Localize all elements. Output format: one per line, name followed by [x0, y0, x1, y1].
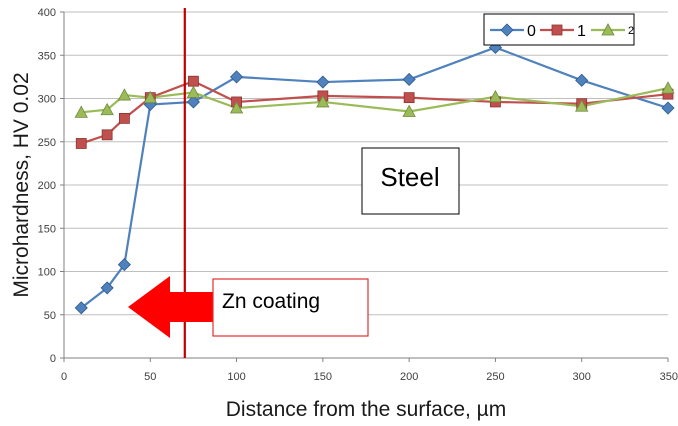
- data-point-1: [119, 112, 130, 124]
- data-point-2: [117, 88, 132, 101]
- legend-marker-2: [601, 23, 615, 36]
- annotations: Steel Zn coating: [128, 8, 460, 358]
- data-point-2: [402, 104, 416, 117]
- legend-marker-0: [500, 23, 514, 37]
- x-tick-label: 200: [400, 371, 418, 383]
- y-tick-label: 250: [38, 137, 56, 149]
- data-point-2: [186, 85, 201, 98]
- data-point-0: [186, 95, 200, 109]
- y-tick-label: 50: [44, 310, 56, 322]
- data-point-1: [403, 92, 415, 104]
- x-tick-label: 50: [144, 371, 156, 383]
- data-point-2: [143, 90, 157, 104]
- x-tick-label: 300: [573, 371, 591, 383]
- series-lines: [74, 40, 675, 315]
- data-point-2: [229, 101, 244, 114]
- x-tick-label: 150: [314, 371, 332, 383]
- steel-label: Steel: [380, 162, 439, 192]
- data-point-2: [74, 105, 88, 118]
- legend-label-1: 1: [577, 23, 586, 40]
- data-point-2: [575, 99, 589, 112]
- coating-arrow: [128, 276, 222, 338]
- y-tick-labels: 0 50 100 150 200 250 300 350 400: [38, 7, 56, 365]
- legend: 0 1 2: [483, 13, 635, 46]
- coating-label-box: [212, 278, 369, 337]
- series-line-1: [80, 80, 669, 145]
- coating-label: Zn coating: [222, 290, 320, 313]
- data-point-0: [117, 258, 131, 272]
- data-point-2: [316, 95, 330, 108]
- data-point-0: [402, 72, 416, 87]
- data-point-0: [575, 73, 589, 87]
- y-tick-label: 0: [50, 353, 56, 365]
- x-tick-labels: 0 50 100 150 200 250 300 350: [61, 358, 678, 383]
- data-point-2: [661, 81, 675, 94]
- y-tick-label: 200: [38, 180, 56, 192]
- x-tick-label: 0: [61, 371, 67, 383]
- x-tick-label: 350: [660, 371, 678, 383]
- data-point-1: [101, 129, 113, 141]
- data-point-0: [230, 70, 244, 84]
- data-point-2: [100, 102, 114, 116]
- data-point-0: [100, 281, 114, 295]
- data-point-1: [75, 138, 87, 149]
- data-point-2: [488, 89, 503, 103]
- y-tick-label: 100: [38, 267, 56, 279]
- data-point-1: [188, 75, 199, 87]
- legend-label-2: 2: [628, 25, 634, 37]
- legend-marker-1: [551, 24, 563, 36]
- y-tick-label: 300: [38, 94, 56, 106]
- data-point-0: [661, 101, 675, 115]
- steel-label-box: [361, 147, 460, 215]
- y-tick-label: 350: [38, 50, 56, 62]
- x-tick-label: 100: [227, 371, 245, 383]
- plot-area: [63, 12, 668, 359]
- legend-label-0: 0: [527, 23, 536, 40]
- y-tick-label: 150: [38, 223, 56, 235]
- y-tick-label: 400: [38, 7, 56, 19]
- x-axis-title: Distance from the surface, µm: [226, 398, 507, 421]
- y-axis-title: Microhardness, HV 0.02: [10, 72, 33, 297]
- data-point-0: [316, 75, 330, 89]
- data-point-0: [74, 301, 88, 315]
- x-tick-label: 250: [486, 371, 504, 383]
